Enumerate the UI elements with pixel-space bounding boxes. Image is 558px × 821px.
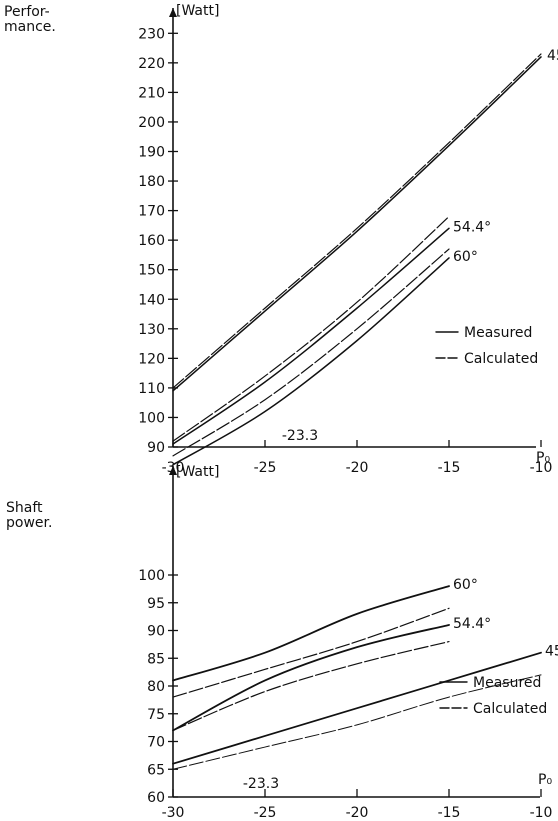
y-axis-label-line: Shaft <box>6 500 43 516</box>
curve-end-label: 60° <box>453 249 478 265</box>
legend-label: Measured <box>473 675 541 691</box>
x-tick-label: -10 <box>530 460 553 476</box>
measured-line <box>172 651 542 765</box>
y-tick-label: 160 <box>138 233 165 249</box>
y-axis-arrow <box>169 466 177 475</box>
y-tick-label: 70 <box>147 735 165 751</box>
y-tick-label: 65 <box>147 762 165 778</box>
y-tick-label: 60 <box>147 790 165 806</box>
x-tick-label: -25 <box>254 460 277 476</box>
y-tick-label: 130 <box>138 322 165 338</box>
calculated-line <box>172 215 450 442</box>
y-axis-label-line: Perfor- <box>4 4 50 20</box>
x-annotation-label: -23.3 <box>282 428 318 444</box>
y-tick-label: 90 <box>147 624 165 640</box>
y-tick-label: 200 <box>138 115 165 131</box>
y-tick-label: 85 <box>147 651 165 667</box>
chart-panel-2: Shaft power. [Watt] P₀ 60 65 70 75 80 85 90 95 100 -3… <box>6 464 558 821</box>
y-tick-label: 110 <box>138 381 165 397</box>
y-axis-unit: [Watt] <box>176 464 219 480</box>
calculated-line <box>172 248 450 457</box>
chart-panel-1: Perfor-mance. [Watt] P₀ 90 100 110 120 130 140 15… <box>4 3 558 476</box>
y-tick-label: 230 <box>138 26 165 42</box>
y-axis-label: Shaft power. <box>6 500 52 531</box>
curve-end-label: 45° <box>547 48 558 64</box>
y-tick-label: 190 <box>138 145 165 161</box>
x-tick-label: -20 <box>346 805 369 821</box>
calculated-line <box>172 53 542 389</box>
legend-label: Calculated <box>473 701 547 717</box>
y-tick-label: 90 <box>147 440 165 456</box>
legend: Measured Calculated <box>439 675 547 717</box>
curve-end-label: 54.4° <box>453 616 491 632</box>
y-tick-label: 100 <box>138 568 165 584</box>
x-axis-label: P₀ <box>538 772 552 788</box>
x-annotation-label: -23.3 <box>243 776 279 792</box>
legend-label: Measured <box>464 325 532 341</box>
calculated-line <box>172 607 450 698</box>
y-tick-label: 210 <box>138 85 165 101</box>
measured-line <box>172 624 450 732</box>
x-tick-label: -20 <box>346 460 369 476</box>
y-tick-label: 170 <box>138 204 165 220</box>
measured-line <box>172 56 542 392</box>
y-axis-label-line: power. <box>6 515 52 531</box>
curve-end-label: 45° <box>545 644 558 660</box>
calculated-line <box>172 674 542 770</box>
y-tick-label: 140 <box>138 292 165 308</box>
y-axis-unit: [Watt] <box>176 3 219 19</box>
y-tick-label: 75 <box>147 707 165 723</box>
y-tick-label: 80 <box>147 679 165 695</box>
measured-line <box>172 257 450 466</box>
y-axis-label-line: mance. <box>4 19 56 35</box>
calculated-line <box>172 641 450 731</box>
y-axis-label: Perfor-mance. <box>4 4 56 35</box>
y-tick-label: 180 <box>138 174 165 190</box>
y-tick-label: 150 <box>138 263 165 279</box>
x-tick-label: -25 <box>254 805 277 821</box>
x-axis-label: P₀ <box>536 450 550 466</box>
y-tick-label: 100 <box>138 410 165 426</box>
curve-end-label: 54.4° <box>453 219 491 235</box>
x-tick-label: -15 <box>438 460 461 476</box>
x-tick-label: -30 <box>162 805 185 821</box>
y-tick-label: 120 <box>138 351 165 367</box>
legend-label: Calculated <box>464 351 538 367</box>
measured-line <box>172 227 450 445</box>
legend: Measured Calculated <box>435 325 538 367</box>
x-tick-label: -10 <box>530 805 553 821</box>
y-axis-arrow <box>169 8 177 17</box>
y-tick-label: 95 <box>147 596 165 612</box>
x-tick-label: -15 <box>438 805 461 821</box>
curve-end-label: 60° <box>453 577 478 593</box>
measured-line <box>172 585 450 682</box>
y-tick-label: 220 <box>138 56 165 72</box>
